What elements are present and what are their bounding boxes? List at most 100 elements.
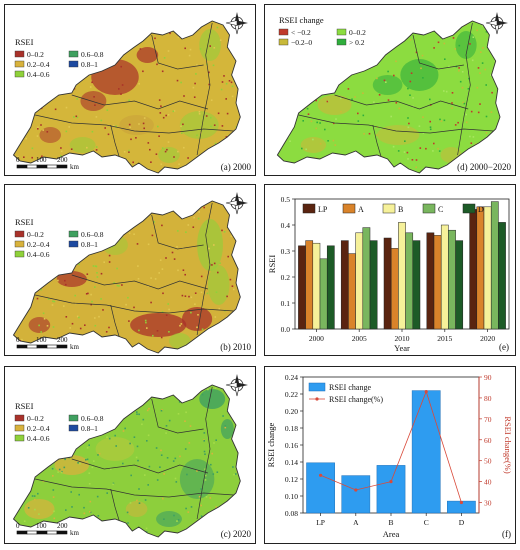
raster-speck <box>206 517 208 519</box>
legend-swatch <box>14 50 25 58</box>
legend-label: < −0.2 <box>291 28 311 37</box>
raster-speck <box>134 26 136 29</box>
raster-speck <box>395 60 397 63</box>
raster-speck <box>404 140 406 142</box>
raster-speck <box>34 31 37 33</box>
legend-swatch <box>14 230 25 238</box>
raster-speck <box>445 90 448 93</box>
raster-speck <box>24 121 27 124</box>
raster-speck <box>290 106 292 108</box>
bar-rsei-change-b <box>376 465 406 514</box>
raster-speck <box>162 497 164 500</box>
raster-speck <box>174 457 177 460</box>
raster-speck <box>60 150 63 153</box>
x-axis-label: Area <box>383 529 400 539</box>
raster-speck <box>359 163 361 166</box>
raster-speck <box>129 39 131 42</box>
raster-speck <box>192 86 195 89</box>
raster-speck <box>106 492 108 494</box>
raster-speck <box>204 468 206 470</box>
raster-speck <box>146 409 149 412</box>
y-right-tick-label: 60 <box>484 436 492 445</box>
raster-speck <box>145 527 148 530</box>
panel-label: (d) 2000−2020 <box>457 162 511 172</box>
raster-speck <box>364 62 367 64</box>
raster-speck <box>54 388 56 391</box>
raster-speck <box>128 232 131 235</box>
raster-speck <box>406 151 409 154</box>
raster-speck <box>18 105 21 107</box>
scale-tick-0: 0 <box>16 336 20 344</box>
raster-speck <box>221 125 224 127</box>
scale-segment <box>56 344 68 349</box>
raster-speck <box>157 201 160 204</box>
raster-speck <box>429 98 431 101</box>
raster-speck <box>121 403 124 405</box>
raster-speck <box>393 74 395 77</box>
raster-speck <box>124 427 126 430</box>
raster-speck <box>102 309 104 311</box>
raster-speck <box>28 270 30 272</box>
raster-speck <box>45 47 48 50</box>
raster-speck <box>34 498 36 501</box>
raster-patch <box>54 455 90 475</box>
raster-speck <box>128 149 130 152</box>
raster-speck <box>31 89 33 92</box>
raster-speck <box>289 50 291 52</box>
raster-speck <box>490 155 493 157</box>
y-right-tick-label: 90 <box>484 373 492 382</box>
raster-speck <box>190 506 193 508</box>
raster-speck <box>135 456 138 459</box>
raster-speck <box>208 247 210 250</box>
raster-speck <box>49 26 51 28</box>
raster-speck <box>136 28 139 31</box>
legend-swatch-rsei-change <box>308 382 326 392</box>
legend-swatch <box>14 424 25 432</box>
raster-speck <box>471 59 474 62</box>
raster-speck <box>147 484 149 486</box>
raster-speck <box>70 58 72 60</box>
scale-segment <box>56 530 68 535</box>
raster-speck <box>23 156 25 158</box>
raster-speck <box>142 418 145 421</box>
raster-speck <box>156 479 159 481</box>
raster-speck <box>204 453 206 455</box>
legend-title: RSEI <box>15 37 34 47</box>
raster-speck <box>94 164 97 167</box>
raster-speck <box>74 294 76 297</box>
raster-speck <box>218 307 221 310</box>
raster-speck <box>64 29 67 32</box>
raster-speck <box>373 101 375 103</box>
raster-speck <box>184 420 186 422</box>
raster-speck <box>362 114 365 117</box>
raster-speck <box>366 56 368 59</box>
raster-speck <box>23 520 26 522</box>
raster-speck <box>211 264 213 266</box>
raster-speck <box>172 110 175 113</box>
raster-speck <box>154 37 156 40</box>
raster-speck <box>289 140 291 142</box>
bar-b-2005 <box>355 232 364 330</box>
raster-speck <box>491 91 493 94</box>
raster-speck <box>165 314 168 316</box>
x-tick-label: 2015 <box>437 334 452 343</box>
legend-label: 0.6–0.8 <box>81 50 104 59</box>
raster-speck <box>138 488 140 490</box>
raster-speck <box>37 126 39 129</box>
raster-speck <box>211 452 213 455</box>
raster-speck <box>149 386 151 388</box>
raster-speck <box>190 311 192 314</box>
x-tick-label: A <box>353 518 359 527</box>
raster-speck <box>47 298 50 300</box>
raster-speck <box>26 448 28 451</box>
raster-speck <box>120 25 122 28</box>
raster-speck <box>187 224 190 226</box>
raster-speck <box>55 431 58 434</box>
raster-speck <box>70 491 72 493</box>
y-tick-label: 0.12 <box>285 475 298 484</box>
raster-speck <box>457 121 459 124</box>
legend-swatch <box>14 60 25 68</box>
raster-speck <box>177 519 180 521</box>
raster-speck <box>415 51 418 54</box>
raster-speck <box>449 23 452 25</box>
